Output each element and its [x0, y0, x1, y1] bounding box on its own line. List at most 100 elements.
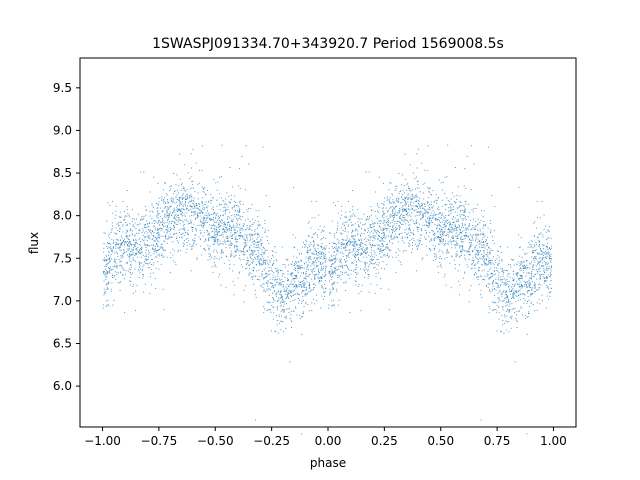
data-point — [158, 253, 160, 255]
data-point — [257, 260, 259, 262]
data-point — [127, 244, 128, 246]
data-point — [382, 261, 384, 263]
data-point — [308, 244, 310, 246]
data-point — [116, 264, 118, 266]
data-point — [516, 273, 518, 275]
data-point — [180, 219, 182, 221]
data-point — [260, 258, 262, 259]
data-point — [200, 245, 202, 247]
data-point — [146, 260, 148, 262]
data-point — [441, 258, 442, 259]
data-point — [392, 199, 394, 201]
data-point — [151, 222, 153, 224]
data-point — [176, 210, 178, 212]
data-point — [105, 264, 107, 266]
data-point — [498, 299, 500, 301]
data-point — [325, 253, 326, 255]
data-point — [424, 206, 426, 207]
data-point — [200, 233, 202, 235]
data-point — [132, 272, 134, 274]
data-point — [405, 209, 407, 211]
data-point — [287, 259, 289, 261]
data-point — [107, 272, 109, 274]
data-point — [313, 264, 315, 266]
data-point — [266, 290, 268, 292]
data-point — [539, 257, 541, 259]
data-point — [118, 224, 120, 226]
data-point — [410, 202, 412, 204]
data-point — [257, 241, 259, 242]
data-point — [239, 200, 241, 202]
data-point — [346, 216, 347, 218]
data-point — [399, 217, 400, 219]
data-point — [439, 239, 441, 241]
data-point — [214, 230, 216, 232]
data-point — [389, 215, 391, 217]
data-point — [230, 235, 232, 237]
data-point — [190, 153, 192, 155]
data-point — [311, 252, 313, 254]
data-point — [252, 253, 254, 255]
data-point — [352, 190, 354, 191]
data-point — [451, 237, 453, 239]
data-point — [412, 242, 413, 244]
data-point — [333, 267, 335, 269]
data-point — [315, 259, 316, 261]
data-point — [548, 230, 550, 232]
data-point — [110, 290, 112, 292]
data-point — [222, 214, 224, 216]
data-point — [383, 234, 385, 236]
data-point — [191, 196, 193, 198]
data-point — [313, 298, 315, 300]
data-point — [240, 227, 242, 229]
data-point — [148, 245, 150, 246]
data-point — [251, 233, 253, 235]
data-point — [333, 283, 335, 285]
data-point — [398, 225, 400, 227]
data-point — [106, 271, 108, 273]
data-point — [372, 232, 374, 234]
data-point — [505, 291, 507, 293]
data-point — [165, 236, 167, 238]
data-point — [274, 283, 276, 285]
data-point — [120, 281, 122, 283]
data-point — [473, 163, 475, 165]
data-point — [491, 260, 493, 262]
data-point — [130, 267, 132, 268]
data-point — [434, 224, 436, 226]
data-point — [497, 292, 499, 294]
data-point — [158, 221, 160, 223]
data-point — [241, 251, 243, 253]
data-point — [392, 225, 394, 227]
data-point — [275, 278, 277, 280]
data-point — [331, 264, 333, 266]
data-point — [203, 248, 205, 250]
data-point — [395, 230, 397, 232]
data-point — [146, 235, 148, 237]
data-point — [249, 233, 251, 235]
data-point — [244, 234, 246, 236]
data-point — [229, 228, 230, 230]
data-point — [135, 239, 137, 241]
data-point — [425, 239, 427, 241]
data-point — [231, 207, 233, 208]
data-point — [332, 272, 334, 274]
data-point — [484, 225, 486, 226]
data-point — [203, 221, 205, 223]
data-point — [276, 306, 278, 307]
data-point — [335, 266, 337, 268]
data-point — [306, 250, 308, 252]
data-point — [396, 197, 398, 199]
data-point — [148, 229, 150, 230]
data-point — [526, 316, 528, 318]
data-point — [126, 209, 128, 211]
data-point — [182, 221, 184, 223]
data-point — [186, 198, 188, 200]
data-point — [538, 289, 540, 290]
data-point — [149, 191, 151, 193]
data-point — [459, 284, 461, 286]
data-point — [106, 270, 108, 272]
data-point — [152, 235, 154, 236]
data-point — [490, 259, 492, 261]
data-point — [287, 296, 289, 298]
